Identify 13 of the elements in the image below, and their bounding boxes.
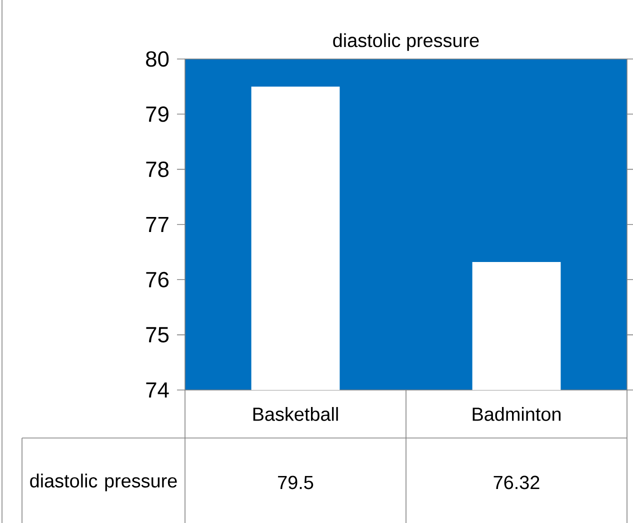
chart-title: diastolic pressure [333,33,479,51]
text: diastolic pressure [30,474,177,492]
y-tick-label: 77 [146,216,168,232]
y-tick-label: 74 [146,382,169,398]
y-tick-label: 76 [146,272,169,288]
data-label: 79.5 [278,476,314,490]
x-tick-label: Badminton [472,407,561,421]
y-tick-label: 79 [146,106,168,122]
data-label: 76.32 [494,476,540,490]
y-tick-label: 75 [146,327,169,342]
x-tick-label: Basketball [253,407,338,421]
y-tick-label: 78 [146,162,169,178]
y-tick-label: 80 [146,51,169,67]
